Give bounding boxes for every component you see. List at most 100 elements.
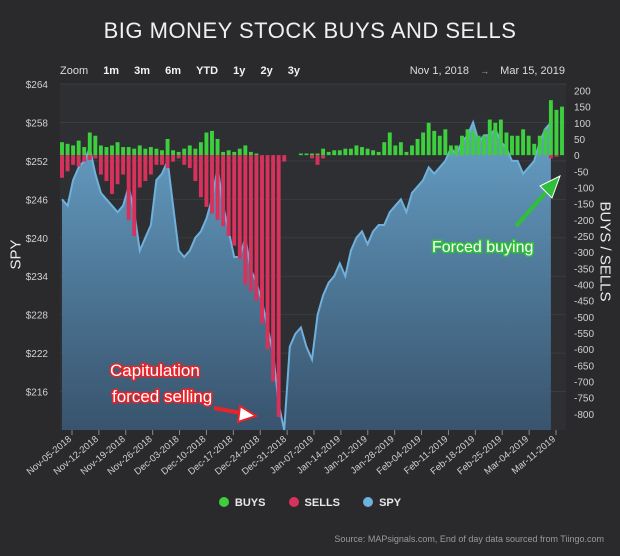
- buy-bar: [421, 132, 426, 156]
- forced-buying-arrowhead: [539, 174, 561, 199]
- buy-bar: [187, 145, 192, 156]
- buy-bar: [226, 150, 231, 156]
- zoom-controls: Zoom 1m 3m 6m YTD 1y 2y 3y: [60, 65, 312, 77]
- buy-bar: [160, 150, 164, 156]
- buy-bar: [526, 135, 531, 156]
- right-tick-label: -650: [574, 361, 594, 372]
- sell-bar: [143, 155, 148, 182]
- buy-bar: [315, 153, 320, 156]
- sell-bar: [310, 155, 314, 159]
- buy-bar: [554, 109, 559, 156]
- buy-bar: [365, 148, 370, 156]
- sell-bar: [232, 155, 237, 246]
- buy-bar: [237, 148, 242, 156]
- sell-bar: [271, 155, 276, 382]
- buy-bar: [426, 122, 431, 156]
- sell-bar: [237, 155, 242, 259]
- sell-bar: [148, 155, 153, 175]
- buy-bar: [415, 138, 420, 156]
- chart-title: BIG MONEY STOCK BUYS AND SELLS: [103, 18, 517, 43]
- right-tick-label: -700: [574, 377, 594, 388]
- buy-bar: [432, 130, 437, 156]
- sell-bar: [215, 155, 220, 220]
- buy-bar: [387, 132, 392, 156]
- sell-bar: [243, 155, 248, 285]
- sell-bar: [193, 155, 198, 182]
- date-from-input[interactable]: Nov 1, 2018: [409, 65, 470, 77]
- buys-dot-icon: [218, 497, 229, 507]
- buy-bar: [104, 147, 109, 156]
- legend-item-spy[interactable]: SPY: [363, 497, 401, 509]
- right-tick-label: -50: [574, 167, 589, 178]
- sell-bar: [65, 155, 70, 172]
- buy-bar: [148, 147, 153, 156]
- sell-bar: [548, 155, 553, 159]
- buy-bar: [182, 148, 187, 156]
- date-to-input[interactable]: Mar 15, 2019: [500, 65, 565, 77]
- buy-bar: [310, 153, 314, 156]
- buy-bar: [248, 151, 253, 156]
- sell-bar: [104, 155, 109, 182]
- sell-bar: [187, 155, 192, 169]
- left-tick-label: $216: [26, 388, 49, 399]
- sell-bar: [315, 155, 320, 165]
- buy-bar: [521, 129, 526, 156]
- buy-bar: [321, 148, 326, 156]
- sell-bar: [82, 155, 87, 162]
- sell-bar: [87, 155, 92, 160]
- sell-bar: [71, 155, 76, 165]
- buy-bar: [210, 130, 214, 156]
- buy-bar: [437, 135, 442, 156]
- buy-bar: [543, 129, 548, 156]
- buy-bar: [176, 151, 181, 156]
- right-tick-label: -350: [574, 264, 594, 275]
- sell-bar: [132, 155, 137, 236]
- buy-bar: [398, 142, 403, 156]
- buy-bar: [476, 135, 481, 156]
- forced-buying-arrow: [514, 188, 550, 228]
- spy-dot-icon: [363, 497, 374, 507]
- right-tick-label: -750: [574, 394, 594, 405]
- legend-label-spy: SPY: [379, 497, 402, 509]
- left-tick-label: $240: [26, 234, 49, 245]
- zoom-3m-button[interactable]: 3m: [134, 65, 151, 77]
- buy-bar: [326, 151, 331, 156]
- zoom-label: Zoom: [60, 65, 89, 77]
- buy-bar: [165, 138, 170, 156]
- buy-bar: [93, 135, 98, 156]
- buy-bar: [498, 119, 503, 156]
- sell-bar: [154, 155, 159, 165]
- sell-bar: [76, 155, 81, 167]
- zoom-6m-button[interactable]: 6m: [165, 65, 182, 77]
- zoom-ytd-button[interactable]: YTD: [196, 65, 219, 77]
- sell-bar: [176, 155, 181, 159]
- sell-bar: [210, 155, 214, 214]
- buy-bar: [98, 145, 103, 156]
- legend-item-buys[interactable]: BUYS: [218, 497, 265, 509]
- right-tick-label: 100: [574, 119, 591, 130]
- right-tick-label: -300: [574, 248, 594, 259]
- buy-bar: [154, 148, 159, 156]
- sell-bar: [160, 155, 164, 165]
- sell-bar: [254, 155, 259, 301]
- buy-bar: [65, 143, 70, 156]
- legend-item-sells[interactable]: SELLS: [288, 497, 340, 509]
- zoom-3y-button[interactable]: 3y: [287, 65, 301, 77]
- buy-bar: [221, 151, 226, 156]
- buy-bar: [332, 150, 337, 156]
- zoom-1m-button[interactable]: 1m: [103, 65, 120, 77]
- buy-bar: [443, 129, 448, 156]
- right-tick-label: -450: [574, 297, 594, 308]
- sell-bar: [98, 155, 103, 175]
- zoom-2y-button[interactable]: 2y: [260, 65, 273, 77]
- right-tick-label: -250: [574, 232, 594, 243]
- left-tick-label: $264: [26, 80, 49, 91]
- buy-bar: [132, 148, 137, 156]
- right-tick-label: 0: [574, 151, 580, 162]
- legend: BUYS SELLS SPY: [0, 497, 620, 509]
- chart-area[interactable]: $264 $258 $252 $246 $240 $234 $228 $222 $216 200 1…: [0, 0, 620, 500]
- zoom-1y-button[interactable]: 1y: [233, 65, 246, 77]
- buy-bar: [126, 147, 131, 156]
- buy-bar: [82, 147, 87, 156]
- buy-bar: [376, 151, 381, 156]
